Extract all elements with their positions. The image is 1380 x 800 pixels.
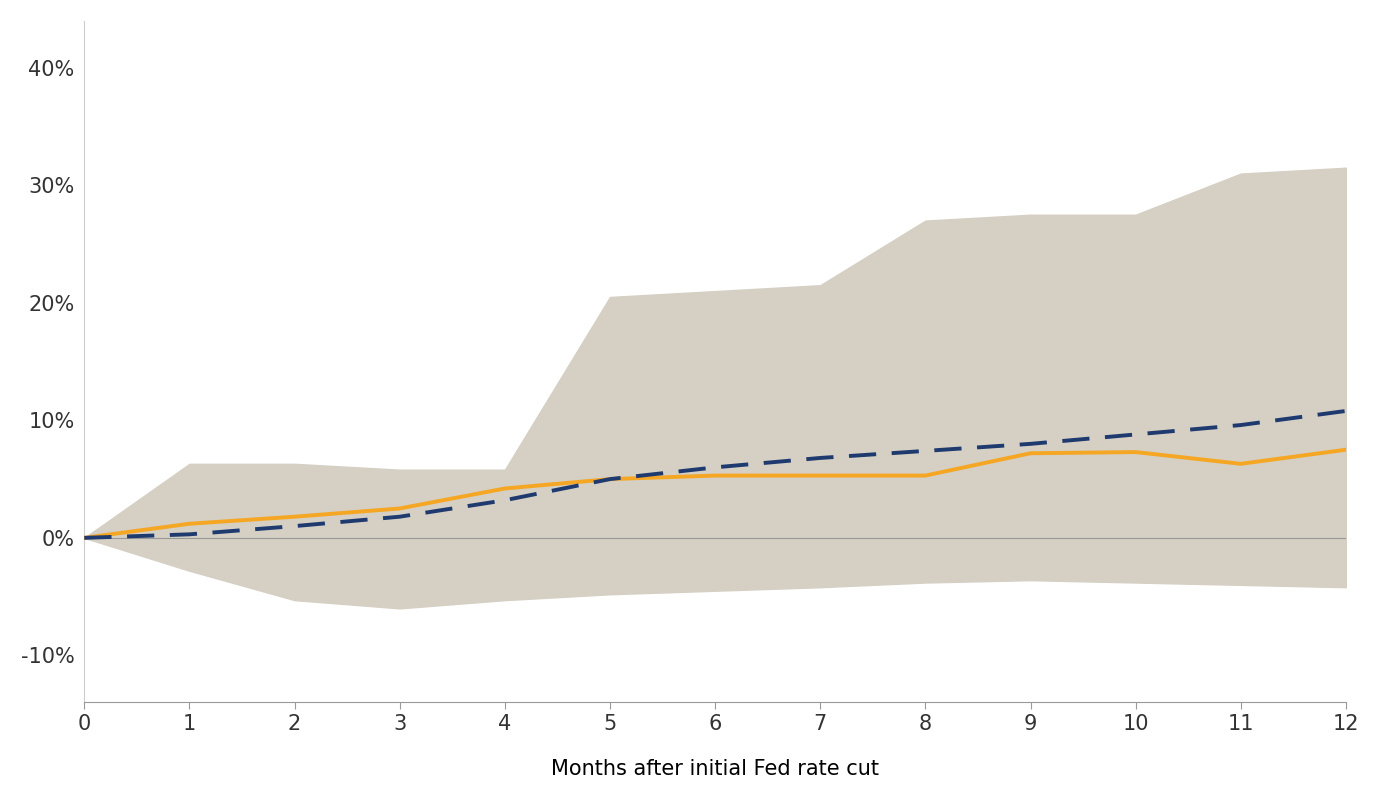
X-axis label: Months after initial Fed rate cut: Months after initial Fed rate cut [551,759,879,779]
